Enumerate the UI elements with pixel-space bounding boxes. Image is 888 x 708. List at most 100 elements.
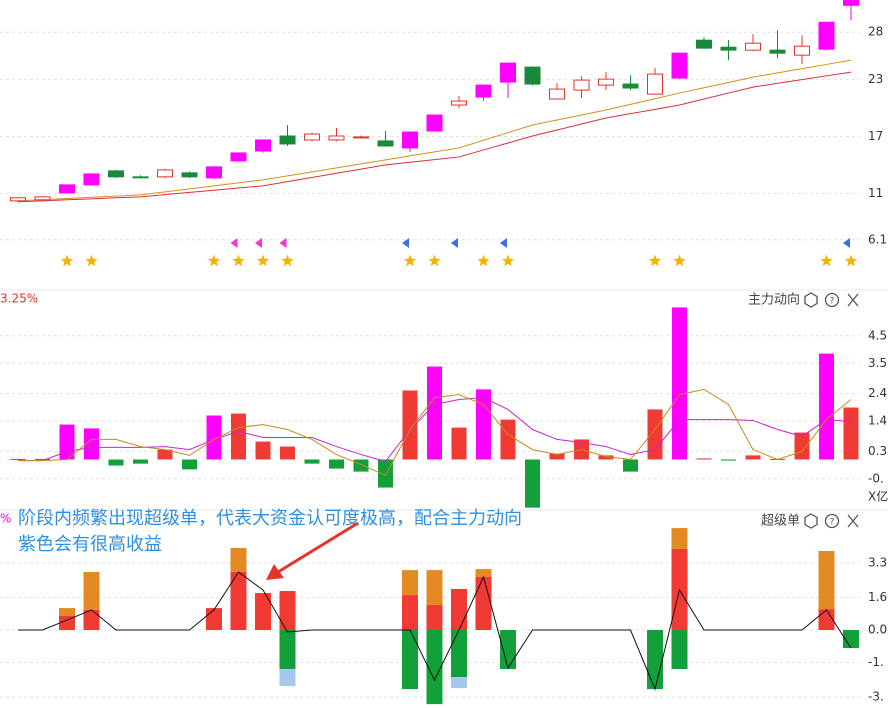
signal-flag (500, 238, 507, 248)
annotation: 阶段内频繁出现超级单，代表大资金认可度极高，配合主力动向 (18, 508, 522, 529)
signal-flag (843, 238, 850, 248)
candle-body (475, 84, 492, 98)
signal-flag (402, 238, 409, 248)
bar-segment (402, 630, 418, 690)
settings-icon[interactable] (804, 513, 818, 529)
bar (819, 353, 834, 460)
candle-body (108, 170, 124, 178)
bar (696, 458, 712, 460)
bar-segment (426, 630, 443, 705)
bar (206, 415, 222, 460)
candle-body (524, 66, 541, 85)
bar-segment (843, 630, 859, 649)
signal-star (820, 254, 833, 267)
bar-segment (647, 630, 663, 690)
bar-segment (206, 608, 222, 631)
candle-body (83, 173, 100, 186)
panel-title: 主力动向 (748, 292, 800, 308)
bar (721, 459, 736, 461)
y-tick-label: 4.5 (868, 328, 887, 342)
help-icon[interactable] (824, 513, 840, 529)
candle-body (132, 176, 149, 179)
bar (843, 407, 859, 460)
bar (476, 389, 491, 460)
bar (280, 446, 295, 460)
bar-segment (475, 576, 492, 631)
bar-segment (451, 630, 467, 678)
bar-segment (402, 570, 418, 596)
bar-segment (59, 615, 75, 631)
candle-body (745, 42, 761, 51)
signal-star (232, 254, 245, 267)
bar (35, 458, 50, 460)
candle-body (206, 166, 222, 179)
candle-body (34, 196, 51, 201)
candle-body (720, 46, 737, 51)
bar-segment (279, 630, 296, 670)
bar (255, 441, 271, 460)
bar (133, 459, 148, 464)
bar (304, 459, 320, 464)
bar (672, 307, 687, 460)
bar-segment (451, 677, 467, 689)
candle-body (622, 83, 639, 89)
bar (451, 427, 467, 460)
y-tick-label: 3.3 (868, 555, 887, 569)
bar-segment (818, 550, 835, 610)
bar (647, 409, 663, 460)
candle-body (353, 136, 369, 139)
annotation: 紫色会有很高收益 (18, 534, 162, 555)
bar-segment (255, 593, 271, 631)
bar (623, 459, 638, 472)
y-tick-label: 28 (868, 25, 883, 39)
bar-segment (671, 528, 688, 549)
candle-body (157, 169, 173, 178)
bar (745, 455, 761, 460)
bar-segment (426, 570, 443, 606)
bar-segment (451, 588, 467, 631)
close-icon[interactable] (847, 293, 859, 307)
bar-segment (59, 608, 75, 616)
close-icon[interactable] (847, 514, 859, 528)
candle-body (794, 45, 810, 56)
candle-body (230, 152, 247, 162)
candle-body (500, 62, 516, 83)
arrow-shaft (277, 521, 359, 574)
bar (157, 449, 173, 460)
candle-body (573, 79, 590, 91)
y-tick-label: -0. (868, 471, 884, 485)
y-tick-label: 2.4 (868, 386, 887, 400)
bar (182, 459, 197, 470)
candle-body (279, 135, 296, 145)
signal-star (844, 254, 858, 267)
candle-body (549, 88, 565, 100)
bar-segment (671, 630, 688, 670)
candle-body (451, 100, 467, 106)
settings-icon[interactable] (804, 292, 818, 308)
bar-segment (230, 547, 247, 572)
y-tick-label: 3.5 (868, 356, 887, 370)
candle-body (304, 133, 320, 141)
arrow-head (266, 564, 284, 580)
y-tick-label: 17 (868, 129, 883, 143)
candle-body (843, 0, 859, 6)
y-unit: X亿 (868, 489, 888, 504)
signal-star (501, 254, 515, 267)
signal-star (428, 254, 441, 267)
help-icon[interactable] (824, 292, 840, 308)
signal-star (207, 254, 221, 267)
panel-title: 超级单 (761, 514, 800, 529)
signal-flag (230, 238, 238, 248)
bar-segment (279, 669, 296, 687)
bar (427, 366, 442, 460)
line-series (17, 59, 852, 202)
bar (108, 459, 124, 466)
candle-body (328, 135, 345, 141)
bar (59, 424, 75, 460)
bar (84, 428, 99, 460)
candle-body (181, 172, 198, 178)
line-series (18, 397, 852, 462)
bar (353, 459, 369, 472)
bar-segment (230, 571, 247, 631)
